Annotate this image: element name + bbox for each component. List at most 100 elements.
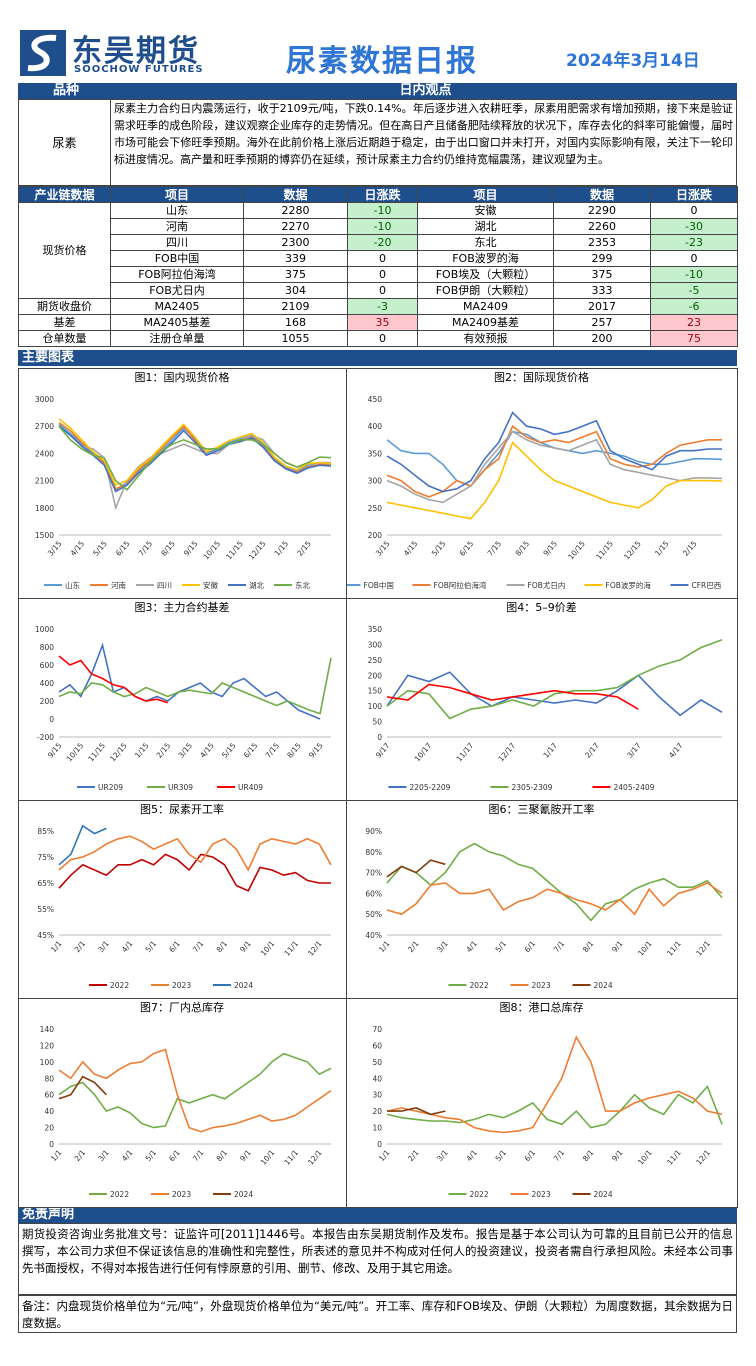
- series-line: [58, 655, 169, 704]
- x-tick-label: 4/17: [667, 741, 685, 760]
- x-tick-label: 6/1: [167, 939, 182, 954]
- group-name: 仓单数量: [18, 330, 111, 347]
- x-tick-label: 2/1: [406, 1148, 421, 1163]
- item: MA2405: [110, 298, 244, 315]
- change: -23: [650, 234, 738, 251]
- legend-label: 2205-2209: [410, 783, 451, 792]
- x-tick-label: 2/15: [295, 539, 313, 558]
- legend-label: 2023: [532, 1190, 551, 1199]
- x-tick-label: 11/1: [665, 1148, 683, 1167]
- y-tick-label: 50%: [365, 910, 382, 919]
- table-row: 基差 MA2405基差 168 35 MA2409基差 257 23: [18, 314, 738, 331]
- chart-cell: 图6：三聚氰胺开工率 40% 50% 60% 70% 80% 90% 1/1 2/1 3/1 4/1…: [346, 800, 738, 999]
- change: -5: [650, 282, 738, 299]
- x-tick-label: 3/15: [176, 741, 194, 760]
- series-line: [386, 1084, 723, 1129]
- chart: 图5：尿素开工率 45% 55% 65% 75% 85% 1/1 2/1 3/1 4/1 5/1 6/…: [37, 802, 332, 990]
- x-tick-label: 11/15: [86, 741, 107, 764]
- x-tick-label: 3/1: [435, 939, 450, 954]
- change: 0: [650, 250, 738, 267]
- y-tick-label: 0: [377, 1140, 382, 1149]
- x-tick-label: 12/1: [694, 939, 712, 958]
- item: 东北: [417, 234, 554, 251]
- chart: 图8：港口总库存 0 10 20 30 40 50 60 70 1/1 2/1 3/1 4/1 5/1 6/…: [372, 1000, 723, 1199]
- y-tick-label: 200: [40, 697, 55, 706]
- change: -10: [347, 202, 418, 219]
- x-tick-label: 10/1: [259, 1148, 277, 1167]
- chart-cell: 图5：尿素开工率 45% 55% 65% 75% 85% 1/1 2/1 3/1 4/1 5/1 6/…: [18, 800, 347, 999]
- item: 河南: [110, 218, 244, 235]
- chart-cell: 图8：港口总库存 0 10 20 30 40 50 60 70 1/1 2/1 3/1 4/1 5/1 6/…: [346, 998, 738, 1208]
- y-tick-label: 0: [377, 733, 382, 742]
- item: 有效预报: [417, 330, 554, 347]
- chart: 图2：国际现货价格 200 250 300 350 400 450 3/15 4/15 5/15 6…: [342, 370, 723, 590]
- value: 2260: [553, 218, 651, 235]
- change: -20: [347, 234, 418, 251]
- view-product: 尿素: [18, 99, 111, 186]
- x-tick-label: 9/15: [46, 741, 64, 760]
- change: 0: [347, 250, 418, 267]
- header-cell: 数据: [243, 186, 348, 203]
- x-tick-label: 12/1: [694, 1148, 712, 1167]
- series-line: [386, 859, 446, 878]
- change: 0: [347, 282, 418, 299]
- chart-title: 图4：5–9价差: [506, 600, 577, 614]
- report-title: 尿素数据日报: [286, 44, 478, 79]
- y-tick-label: 85%: [37, 827, 54, 836]
- legend-label: UR209: [98, 783, 123, 792]
- x-tick-label: 1/1: [377, 939, 392, 954]
- change: 35: [347, 314, 418, 331]
- legend-label: UR309: [168, 783, 193, 792]
- x-tick-label: 11/1: [282, 939, 300, 958]
- header-cell: 产业链数据: [18, 186, 111, 203]
- group-name: 现货价格: [18, 202, 111, 299]
- view-col1: 品种: [18, 83, 110, 99]
- chart-title: 图6：三聚氰胺开工率: [489, 802, 595, 816]
- logo-icon: [20, 30, 66, 76]
- series-line: [387, 1107, 446, 1116]
- logo-s: [27, 34, 57, 72]
- x-tick-label: 9/1: [238, 1148, 253, 1163]
- series-line: [386, 683, 639, 710]
- legend-label: 山东: [65, 580, 80, 590]
- series-line: [386, 842, 723, 922]
- legend-label: 河南: [111, 580, 126, 590]
- y-tick-label: 350: [368, 449, 383, 458]
- x-tick-label: 8/15: [159, 539, 177, 558]
- x-tick-label: 12/1: [306, 1148, 324, 1167]
- x-tick-label: 2/17: [583, 741, 601, 760]
- chart-title: 图2：国际现货价格: [494, 370, 589, 384]
- table-row: 产业链数据 项目 数据 日涨跌 项目 数据 日涨跌: [18, 186, 738, 203]
- x-tick-label: 8/1: [215, 939, 230, 954]
- table-row: 河南 2270 -10 湖北 2260 -30: [19, 218, 738, 235]
- header-cell: 日涨跌: [347, 186, 418, 203]
- table-row: 仓单数量 注册仓单量 1055 0 有效预报 200 75: [18, 330, 738, 347]
- legend-label: FOB波罗的海: [606, 580, 652, 590]
- disclaimer-note: 备注：内盘现货价格单位为“元/吨”，外盘现货价格单位为“美元/吨”。开工率、库存…: [18, 1295, 737, 1333]
- y-tick-label: 140: [40, 1025, 55, 1034]
- x-tick-label: 11/15: [594, 539, 615, 562]
- chart-title: 图3：主力合约基差: [135, 600, 230, 614]
- item: 四川: [110, 234, 244, 251]
- item: FOB尤日内: [110, 282, 244, 299]
- item: 注册仓单量: [110, 330, 244, 347]
- series-line: [386, 424, 722, 498]
- y-tick-label: 1000: [35, 625, 54, 634]
- legend-label: 2024: [234, 981, 253, 990]
- table-row: 四川 2300 -20 东北 2353 -23: [19, 234, 738, 251]
- x-tick-label: 11/15: [224, 539, 245, 562]
- x-tick-label: 6/15: [242, 741, 260, 760]
- legend-label: 湖北: [249, 581, 264, 590]
- table-body: 产业链数据 项目 数据 日涨跌 项目 数据 日涨跌 现货价格 山东 2280 -10 安徽 2290 0 河…: [18, 186, 738, 347]
- value: 299: [553, 250, 651, 267]
- x-tick-label: 6/15: [114, 539, 132, 558]
- y-tick-label: 400: [368, 422, 383, 431]
- x-tick-label: 7/15: [263, 741, 281, 760]
- x-tick-label: 11/1: [665, 939, 683, 958]
- change: 0: [650, 202, 738, 219]
- x-tick-label: 6/1: [523, 1148, 538, 1163]
- y-tick-label: 300: [368, 640, 383, 649]
- value: 2270: [243, 218, 348, 235]
- y-tick-label: 80: [44, 1074, 54, 1083]
- chart-title: 图7：厂内总库存: [140, 1000, 224, 1014]
